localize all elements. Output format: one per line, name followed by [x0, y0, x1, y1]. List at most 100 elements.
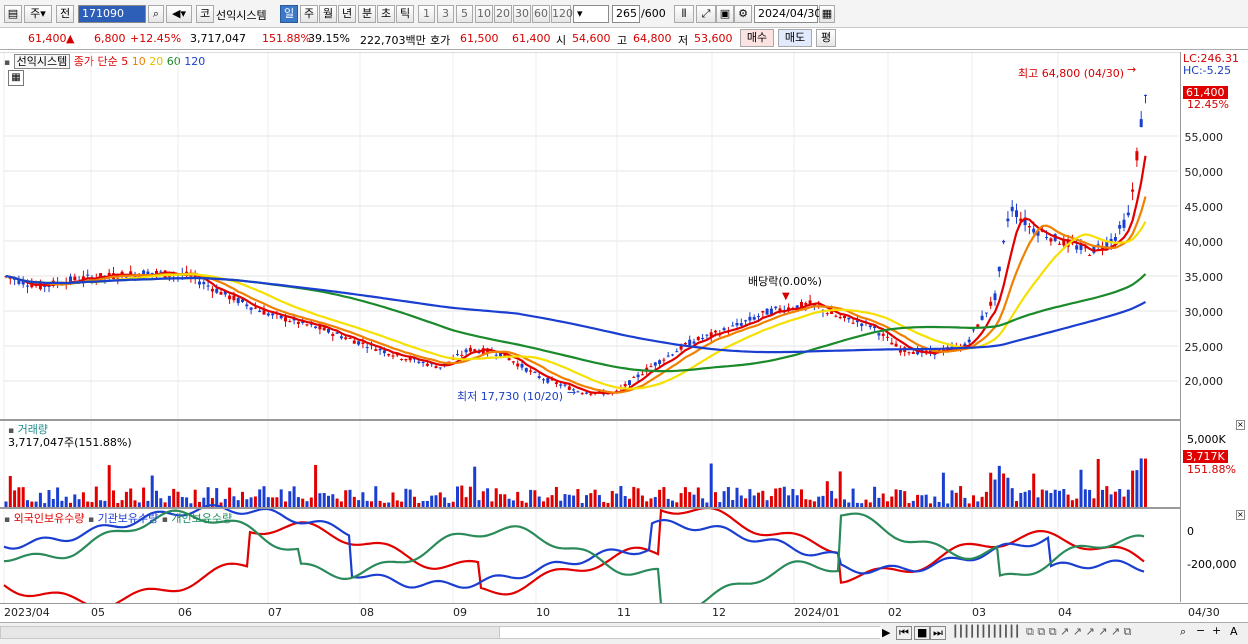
volume-bar	[671, 500, 674, 507]
interval-30[interactable]: 30	[513, 5, 531, 23]
candle-body	[232, 295, 236, 301]
interval-5[interactable]: 5	[456, 5, 473, 23]
candle-body	[563, 384, 567, 386]
volume-bar	[266, 497, 270, 507]
period-tick[interactable]: 틱	[396, 5, 414, 23]
candle-body	[408, 357, 412, 361]
period-year[interactable]: 년	[338, 5, 356, 23]
price-axis[interactable]: LC:246.31 HC:-5.25 61,400 12.45% 55,000 …	[1180, 52, 1248, 602]
candle-body	[137, 274, 141, 278]
ma-line	[5, 273, 1147, 373]
candle-body	[692, 341, 696, 344]
candle-icon[interactable]: ⫴	[674, 5, 694, 23]
candle-body	[357, 341, 361, 345]
chart-canvas[interactable]	[0, 52, 1180, 603]
menu-icon[interactable]: ▤	[4, 5, 22, 23]
volume-bar	[284, 501, 287, 507]
ma-line	[5, 221, 1147, 390]
candle-body	[456, 354, 459, 356]
save-icon[interactable]: ▣	[716, 5, 734, 23]
interval-120[interactable]: 120	[551, 5, 573, 23]
volume-pane-separator[interactable]	[0, 419, 1248, 421]
retail-holding-label[interactable]: 개인보유수량	[171, 512, 233, 525]
volume-bar	[554, 486, 558, 507]
volume-bar	[520, 500, 524, 507]
sound-icon[interactable]: ◀▾	[166, 5, 192, 23]
x-tick: 08	[360, 606, 374, 619]
volume-bar	[305, 501, 309, 507]
period-day[interactable]: 일	[280, 5, 298, 23]
gear-icon[interactable]: ⚙	[734, 5, 752, 23]
font-size-icon[interactable]: A	[1230, 625, 1238, 638]
volume-bar	[653, 497, 657, 507]
zoom-slider[interactable]: ┃┃┃┃┃┃┃┃┃┃┃┃	[952, 625, 1020, 638]
interval-20[interactable]: 20	[494, 5, 512, 23]
inst-holding-label[interactable]: 기관보유수량	[97, 512, 159, 525]
legend-name[interactable]: 선익시스템	[13, 54, 71, 69]
stop-icon[interactable]: ■	[914, 626, 931, 640]
tool-icons[interactable]: ⧉ ⧉ ⧉ ↗ ↗ ↗ ↗ ↗ ⧉	[1026, 625, 1132, 638]
legend-ma-label: 종가 단순	[73, 55, 118, 68]
draw-icon[interactable]: ⤢	[696, 5, 716, 23]
volume-bar	[834, 498, 838, 507]
market-select[interactable]: 주▾	[24, 5, 52, 23]
interval-60[interactable]: 60	[532, 5, 550, 23]
period-second[interactable]: 초	[377, 5, 395, 23]
volume-bar	[335, 498, 339, 507]
candle-body	[81, 276, 85, 281]
scroll-right-icon[interactable]: ▶	[882, 626, 891, 639]
candle-body	[984, 312, 988, 314]
foreign-holding-label[interactable]: 외국인보유수량	[13, 512, 85, 525]
volume-bar	[576, 489, 580, 507]
avg-button[interactable]: 평	[816, 29, 836, 47]
candle-body	[886, 336, 889, 338]
price-tick: 55,000	[1184, 131, 1224, 144]
zoom-in-icon[interactable]: +	[1212, 624, 1222, 637]
date-input[interactable]: 2024/04/30	[754, 5, 821, 23]
volume-bar	[395, 500, 399, 507]
interval-1[interactable]: 1	[418, 5, 435, 23]
volume-bar	[1118, 489, 1122, 507]
sell-button[interactable]: 매도	[778, 29, 812, 47]
scroll-thumb[interactable]	[499, 627, 882, 638]
search-icon[interactable]: ⌕	[148, 5, 164, 23]
volume-bar	[980, 496, 984, 507]
time-axis[interactable]: 2023/04 05 06 07 08 09 10 11 12 2024/01 …	[0, 603, 1248, 622]
volume-bar	[572, 495, 576, 507]
kor-button[interactable]: 코	[196, 5, 214, 23]
x-tick: 03	[972, 606, 986, 619]
scroll-track[interactable]	[0, 626, 882, 639]
company-name: 선익시스템	[216, 9, 267, 22]
candle-body	[266, 313, 270, 316]
interval-10[interactable]: 10	[475, 5, 493, 23]
candle-body	[8, 277, 12, 279]
last-icon[interactable]: ⏭	[930, 626, 946, 640]
volume-bar	[344, 490, 348, 507]
count-input[interactable]: 265	[612, 5, 640, 23]
zoom-out-icon[interactable]: −	[1196, 624, 1206, 637]
custom-interval-input[interactable]: ▾	[573, 5, 609, 23]
volume-bar	[683, 487, 687, 507]
period-month[interactable]: 월	[319, 5, 337, 23]
candle-body	[881, 333, 885, 336]
candle-body	[658, 360, 662, 364]
candle-body	[580, 393, 584, 395]
holdings-pane-close-icon[interactable]: ×	[1236, 510, 1245, 520]
turnover: 39.15%	[308, 32, 350, 45]
buy-button[interactable]: 매수	[740, 29, 774, 47]
code-input[interactable]: 171090	[78, 5, 146, 23]
volume-bar	[172, 488, 176, 507]
prev-button[interactable]: 전	[56, 5, 74, 23]
period-minute[interactable]: 분	[358, 5, 376, 23]
first-icon[interactable]: ⏮	[896, 626, 912, 640]
candle-body	[146, 271, 150, 277]
interval-3[interactable]: 3	[437, 5, 454, 23]
calendar-icon[interactable]: ▦	[819, 5, 835, 23]
magnify-icon[interactable]: ⌕	[1180, 625, 1187, 638]
volume-pane-close-icon[interactable]: ×	[1236, 420, 1245, 430]
holdings-pane-separator[interactable]	[0, 507, 1248, 509]
candle-body	[567, 386, 571, 390]
grid-toggle-icon[interactable]: ▦	[8, 70, 24, 86]
volume-ratio: 151.88%	[262, 32, 311, 45]
period-week[interactable]: 주	[300, 5, 318, 23]
